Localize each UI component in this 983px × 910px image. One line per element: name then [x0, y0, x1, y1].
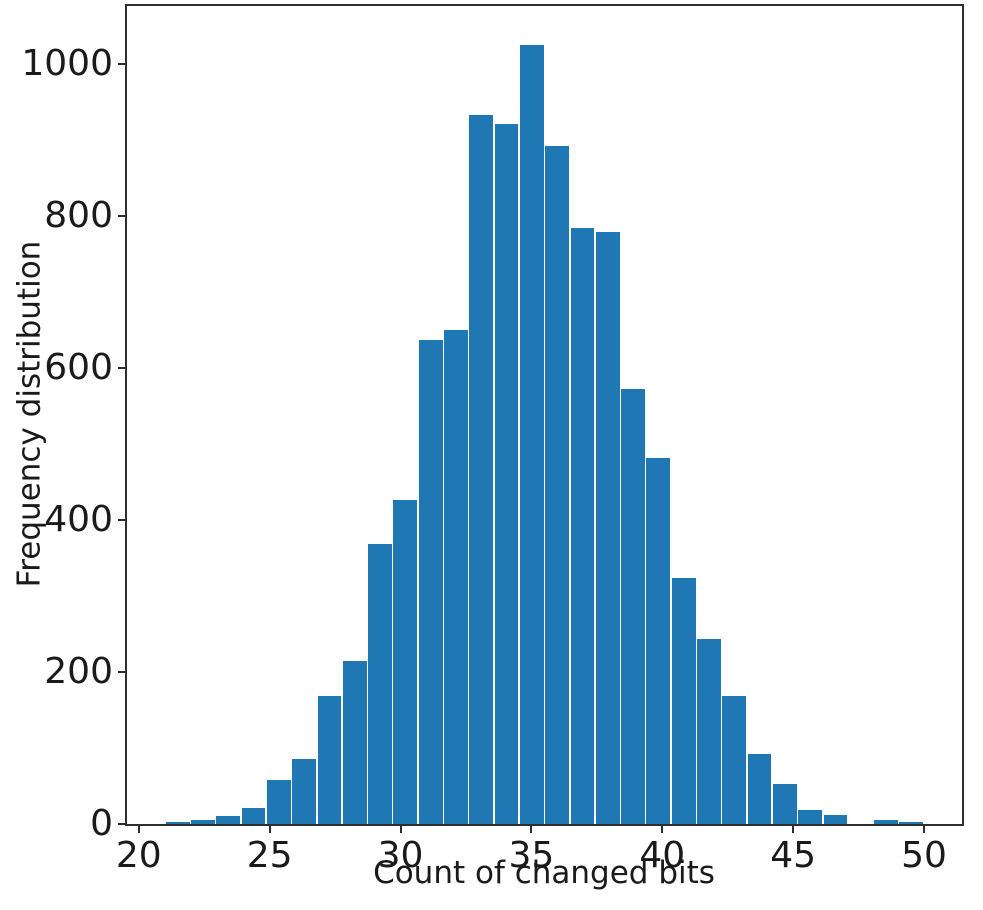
- histogram-bar: [444, 329, 468, 824]
- x-axis-tick-mark: [137, 824, 140, 833]
- histogram-bar: [671, 578, 696, 824]
- histogram-bar: [519, 44, 544, 824]
- x-tick-label: 25: [246, 835, 293, 876]
- histogram-bar: [646, 457, 671, 824]
- x-axis-tick-mark: [661, 824, 664, 833]
- x-axis-tick-mark: [530, 824, 533, 833]
- histogram-bar: [545, 145, 570, 824]
- histogram-bar: [241, 808, 266, 824]
- y-axis-tick-mark: [118, 366, 127, 369]
- histogram-bar: [697, 638, 721, 824]
- plot-area: [125, 4, 964, 826]
- histogram-bar: [165, 821, 190, 824]
- histogram-bar: [823, 814, 848, 824]
- histogram-bar: [722, 695, 747, 824]
- bars-container: [127, 6, 962, 824]
- y-tick-label: 400: [44, 498, 113, 540]
- y-tick-label: 1000: [21, 42, 113, 84]
- x-axis-tick-mark: [268, 824, 271, 833]
- x-axis-label: Count of changed bits: [373, 855, 715, 891]
- y-axis-label: Frequency distribution: [11, 240, 48, 588]
- histogram-bar: [494, 123, 519, 824]
- x-axis-tick-mark: [399, 824, 402, 833]
- y-axis-tick-mark: [118, 518, 127, 521]
- y-tick-label: 0: [90, 803, 113, 844]
- x-tick-label: 40: [639, 835, 686, 876]
- x-tick-label: 35: [508, 835, 555, 876]
- y-axis-tick-mark: [118, 823, 127, 825]
- histogram-bar: [469, 115, 494, 824]
- y-axis-tick-mark: [118, 214, 127, 217]
- histogram-bar: [266, 779, 291, 824]
- y-tick-label: 200: [44, 650, 113, 692]
- histogram-bar: [292, 759, 316, 824]
- histogram-bar: [368, 544, 392, 824]
- histogram-bar: [570, 228, 595, 824]
- histogram-bar: [747, 754, 772, 824]
- histogram-bar: [418, 339, 443, 824]
- x-tick-label: 30: [377, 835, 424, 876]
- histogram-bar: [874, 820, 898, 824]
- histogram-bar: [595, 231, 620, 824]
- histogram-bar: [621, 389, 645, 824]
- x-axis-tick-mark: [923, 824, 926, 833]
- y-axis-tick-mark: [118, 670, 127, 673]
- x-tick-label: 50: [901, 835, 947, 876]
- histogram-bar: [317, 695, 342, 824]
- histogram-bar: [393, 500, 418, 824]
- y-tick-label: 800: [44, 194, 113, 236]
- histogram-bar: [191, 820, 215, 824]
- histogram-bar: [342, 660, 367, 824]
- y-tick-label: 600: [44, 346, 113, 388]
- x-tick-label: 45: [770, 835, 817, 876]
- histogram-bar: [772, 784, 797, 824]
- y-axis-tick-mark: [118, 62, 127, 65]
- histogram-bar: [798, 810, 823, 824]
- histogram-bar: [216, 815, 241, 824]
- x-axis-tick-mark: [792, 824, 795, 833]
- x-tick-label: 20: [115, 835, 162, 876]
- histogram-bar: [899, 822, 924, 824]
